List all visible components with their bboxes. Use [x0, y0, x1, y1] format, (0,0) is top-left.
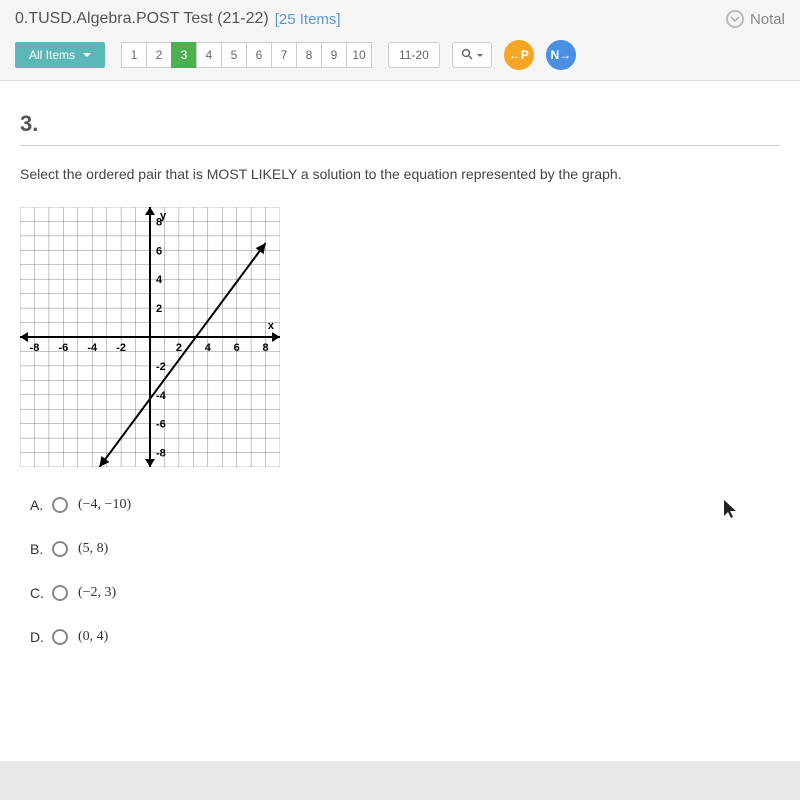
- answer-row: D. (0, 4): [30, 629, 780, 645]
- item-button-9[interactable]: 9: [321, 42, 347, 68]
- item-button-6[interactable]: 6: [246, 42, 272, 68]
- svg-text:y: y: [160, 210, 167, 222]
- item-button-10[interactable]: 10: [346, 42, 372, 68]
- answer-text: (0, 4): [78, 629, 108, 645]
- notab-label: Notal: [750, 11, 785, 28]
- svg-text:-4: -4: [156, 390, 167, 402]
- search-button[interactable]: [452, 42, 492, 68]
- test-title: 0.TUSD.Algebra.POST Test (21-22): [15, 10, 269, 28]
- all-items-dropdown[interactable]: All Items: [15, 42, 105, 68]
- svg-text:4: 4: [205, 342, 212, 354]
- answer-row: C. (−2, 3): [30, 585, 780, 601]
- question-divider: [20, 145, 780, 146]
- header-bar: 0.TUSD.Algebra.POST Test (21-22) [25 Ite…: [0, 0, 800, 36]
- answer-radio[interactable]: [52, 629, 68, 645]
- item-button-3[interactable]: 3: [171, 42, 197, 68]
- answer-letter: C.: [30, 585, 52, 601]
- caret-down-icon: [83, 53, 91, 57]
- item-button-2[interactable]: 2: [146, 42, 172, 68]
- svg-text:2: 2: [156, 303, 162, 315]
- answer-radio[interactable]: [52, 585, 68, 601]
- all-items-label: All Items: [29, 48, 75, 62]
- question-number: 3.: [20, 111, 780, 137]
- answer-letter: B.: [30, 541, 52, 557]
- next-button[interactable]: N→: [546, 40, 576, 70]
- answer-letter: A.: [30, 497, 52, 513]
- nav-row: All Items 12345678910 11-20 ←P N→: [0, 36, 800, 81]
- svg-text:-8: -8: [156, 448, 166, 460]
- answer-list: A. (−4, −10) B. (5, 8) C. (−2, 3) D. (0, 4): [30, 497, 780, 645]
- question-content: 3. Select the ordered pair that is MOST …: [0, 81, 800, 761]
- svg-text:x: x: [268, 320, 275, 332]
- prev-button[interactable]: ←P: [504, 40, 534, 70]
- answer-radio[interactable]: [52, 497, 68, 513]
- question-text: Select the ordered pair that is MOST LIK…: [20, 166, 780, 182]
- cursor-icon: [724, 500, 740, 525]
- caret-down-icon: [477, 54, 483, 57]
- svg-text:-6: -6: [156, 419, 166, 431]
- item-number-group: 12345678910: [121, 42, 372, 68]
- svg-text:-6: -6: [58, 342, 68, 354]
- item-count: [25 Items]: [275, 11, 341, 28]
- svg-text:-4: -4: [87, 342, 98, 354]
- answer-radio[interactable]: [52, 541, 68, 557]
- answer-row: A. (−4, −10): [30, 497, 780, 513]
- search-icon: [461, 48, 473, 63]
- svg-text:6: 6: [234, 342, 240, 354]
- item-button-5[interactable]: 5: [221, 42, 247, 68]
- item-button-4[interactable]: 4: [196, 42, 222, 68]
- answer-text: (−4, −10): [78, 497, 131, 513]
- item-button-7[interactable]: 7: [271, 42, 297, 68]
- graph: -8-6-4-224688642-2-4-6-8xy: [20, 207, 280, 467]
- notab-badge[interactable]: Notal: [726, 10, 785, 28]
- svg-text:6: 6: [156, 245, 162, 257]
- item-button-1[interactable]: 1: [121, 42, 147, 68]
- chevron-down-icon: [726, 10, 744, 28]
- item-button-8[interactable]: 8: [296, 42, 322, 68]
- answer-text: (5, 8): [78, 541, 108, 557]
- answer-row: B. (5, 8): [30, 541, 780, 557]
- svg-text:-2: -2: [156, 361, 166, 373]
- answer-text: (−2, 3): [78, 585, 116, 601]
- svg-text:-8: -8: [30, 342, 40, 354]
- svg-text:-2: -2: [116, 342, 126, 354]
- svg-text:4: 4: [156, 274, 163, 286]
- svg-text:8: 8: [262, 342, 268, 354]
- range-button[interactable]: 11-20: [388, 42, 440, 68]
- svg-text:2: 2: [176, 342, 182, 354]
- answer-letter: D.: [30, 629, 52, 645]
